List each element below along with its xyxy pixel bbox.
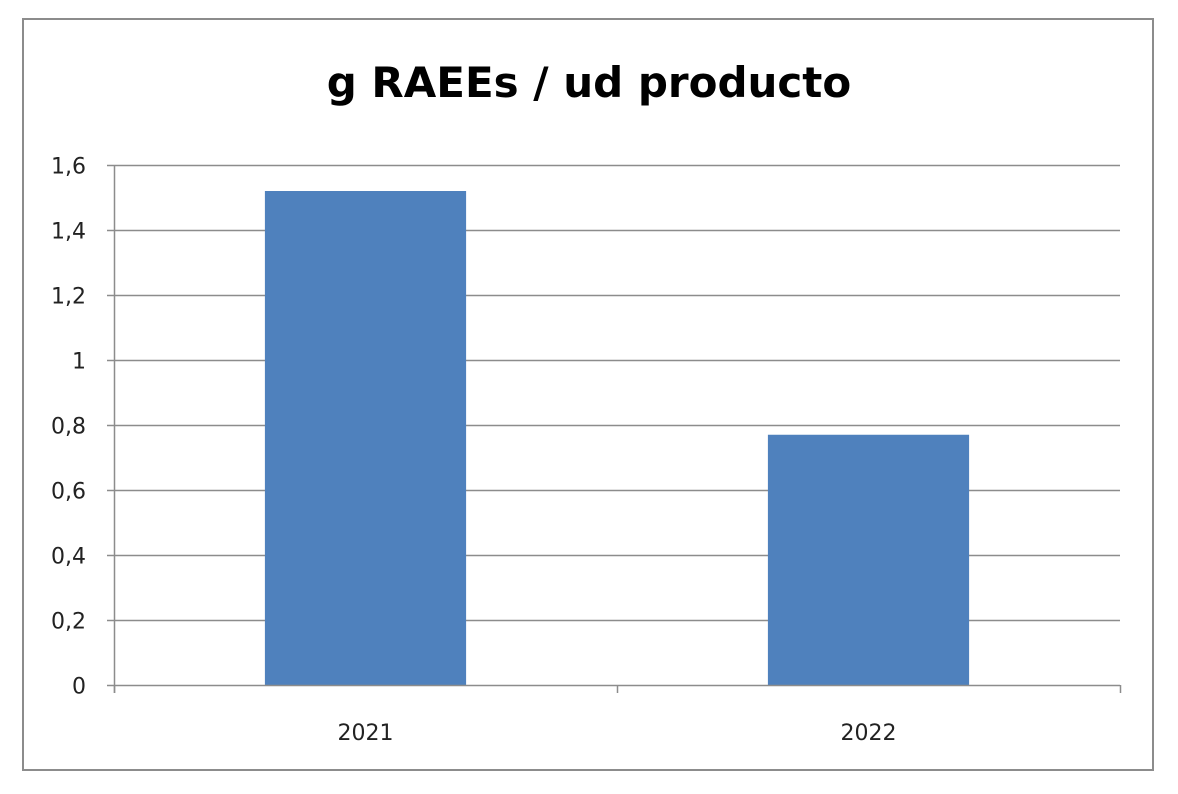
y-tick-label: 0,2 <box>51 610 86 635</box>
y-tick-label: 0,4 <box>51 545 86 570</box>
axes <box>107 164 1122 693</box>
y-tick-label: 0,6 <box>51 480 86 505</box>
bars <box>264 191 970 685</box>
y-tick-labels: 0 0,2 0,4 0,6 0,8 1 1,2 1,4 1,6 <box>51 155 86 700</box>
y-tick-label: 1,2 <box>51 285 86 310</box>
chart-title: g RAEEs / ud producto <box>326 58 852 107</box>
x-tick-label: 2021 <box>338 721 394 746</box>
bar-2021 <box>264 191 467 685</box>
y-tick-label: 0 <box>72 675 86 700</box>
y-tick-label: 1,4 <box>51 220 86 245</box>
x-tick-label: 2022 <box>841 721 897 746</box>
y-tick-label: 1 <box>72 350 86 375</box>
x-tick-labels: 2021 2022 <box>338 721 897 746</box>
y-tick-label: 0,8 <box>51 415 86 440</box>
bar-2022 <box>767 434 970 685</box>
y-tick-label: 1,6 <box>51 155 86 180</box>
